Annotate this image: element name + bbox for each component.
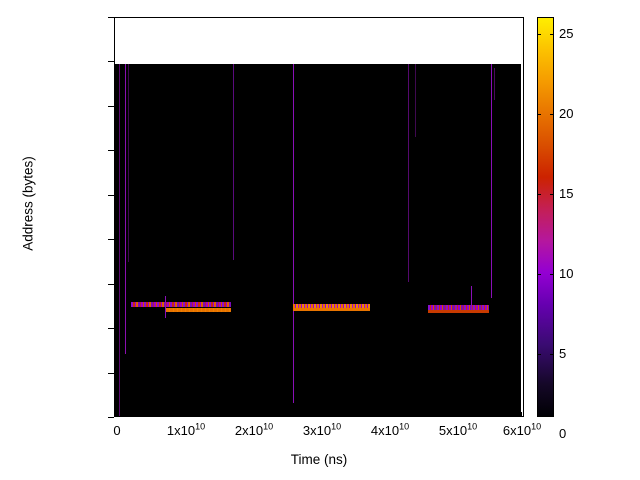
band-row-striped [293, 303, 370, 308]
x-tick-mantissa: 2x10 [234, 423, 264, 438]
vertical-streak [128, 63, 129, 262]
band-row-striped [131, 301, 231, 307]
band-spike [471, 285, 472, 310]
colorbar-tick-label: 0 [559, 426, 567, 441]
vertical-streak [415, 63, 416, 137]
plot-area [114, 17, 524, 417]
x-tick-label: 5x1010 [427, 421, 489, 438]
colorbar-tick-mark [537, 354, 541, 355]
y-tick-mark [108, 194, 114, 196]
colorbar-tick-label: 10 [559, 266, 574, 281]
y-tick-mark [108, 105, 114, 107]
band-row-striped [428, 304, 489, 310]
colorbar-tick-mark [537, 114, 541, 115]
x-tick-mark [521, 412, 522, 417]
x-tick-label: 6x1010 [491, 421, 553, 438]
vertical-streak [125, 63, 126, 354]
colorbar-tick-mark [550, 34, 554, 35]
y-tick-mark [108, 328, 114, 330]
x-tick-label: 3x1010 [291, 421, 353, 438]
band-row-solid [293, 307, 370, 311]
vertical-streak [408, 63, 409, 282]
band-spike [165, 295, 166, 318]
x-tick-exponent: 10 [399, 421, 410, 432]
x-tick-exponent: 10 [263, 421, 274, 432]
y-tick-mark [108, 283, 114, 285]
y-tick-mark [108, 417, 114, 418]
x-tick-mark [321, 412, 322, 417]
x-tick-exponent: 10 [531, 421, 542, 432]
y-tick-mark [108, 239, 114, 241]
x-tick-exponent: 10 [331, 421, 342, 432]
y-tick-mark [108, 372, 114, 374]
x-tick-mark [457, 412, 458, 417]
colorbar-tick-label: 20 [559, 106, 574, 121]
colorbar: 25 20 15 10 5 0 [537, 17, 573, 440]
x-tick-label: 2x1010 [223, 421, 285, 438]
colorbar-tick-label: 5 [559, 346, 567, 361]
band-row-solid [428, 309, 489, 313]
x-tick-mark [253, 412, 254, 417]
x-tick-mantissa: 3x10 [302, 423, 332, 438]
colorbar-tick-mark [537, 194, 541, 195]
x-tick-label: 0 [97, 424, 137, 438]
x-tick-mark [389, 412, 390, 417]
y-tick-mark [108, 61, 114, 63]
x-axis-label: Time (ns) [290, 452, 348, 467]
vertical-streak [119, 63, 120, 416]
x-tick-mark [185, 412, 186, 417]
vertical-streak [494, 67, 495, 100]
band-row-solid [166, 307, 231, 312]
heatmap-field [115, 63, 521, 416]
colorbar-tick-mark [550, 114, 554, 115]
colorbar-tick-mark [550, 354, 554, 355]
x-tick-label: 1x1010 [155, 421, 217, 438]
colorbar-tick-label: 25 [559, 26, 574, 41]
y-tick-mark [108, 17, 114, 18]
y-axis-label: Address (bytes) [20, 156, 36, 251]
x-tick-mark [117, 412, 118, 417]
vertical-streak [233, 63, 234, 260]
x-tick-exponent: 10 [467, 421, 478, 432]
colorbar-tick-mark [537, 274, 541, 275]
vertical-streak [293, 63, 294, 403]
x-tick-mantissa: 5x10 [438, 423, 468, 438]
x-tick-mantissa: 6x10 [502, 423, 532, 438]
colorbar-tick-mark [537, 34, 541, 35]
vertical-streak [491, 63, 492, 298]
colorbar-tick-mark [550, 194, 554, 195]
x-tick-exponent: 10 [195, 421, 206, 432]
colorbar-tick-mark [550, 274, 554, 275]
x-tick-mantissa: 0 [113, 423, 121, 438]
colorbar-gradient [537, 17, 554, 417]
y-tick-mark [108, 150, 114, 152]
x-tick-mantissa: 1x10 [166, 423, 196, 438]
x-tick-mantissa: 4x10 [370, 423, 400, 438]
colorbar-tick-label: 15 [559, 186, 574, 201]
x-tick-label: 4x1010 [359, 421, 421, 438]
